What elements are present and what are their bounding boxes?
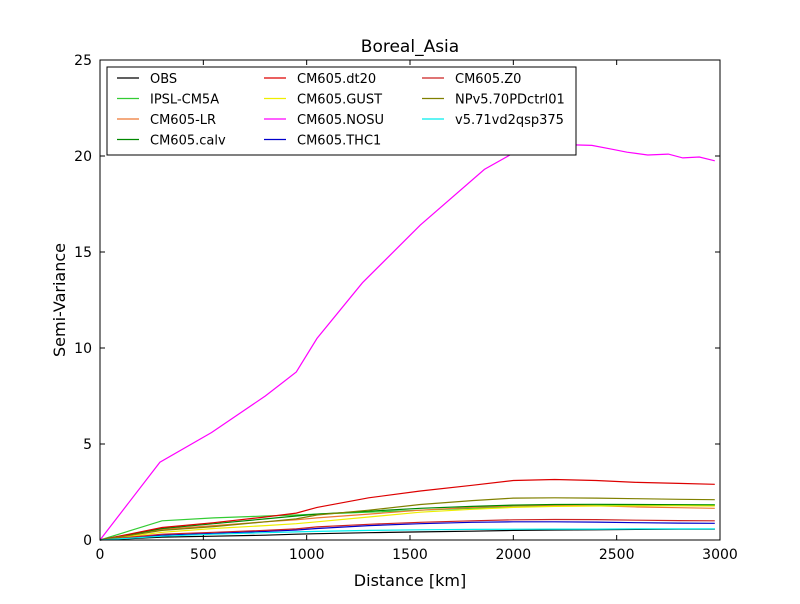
chart-title: Boreal_Asia: [361, 37, 459, 57]
series-line-4: [99, 478, 715, 541]
legend-label-2: CM605-LR: [150, 113, 216, 128]
legend-label-9: NPv5.70PDctrl01: [455, 93, 565, 108]
legend-label-10: v5.71vd2qsp375: [455, 113, 564, 128]
x-tick-label-6: 3000: [702, 547, 738, 563]
series-line-3: [99, 503, 715, 541]
legend-label-8: CM605.Z0: [455, 72, 521, 87]
y-tick-label-0: 0: [83, 533, 92, 549]
x-axis-label: Distance [km]: [354, 571, 466, 590]
y-tick-label-2: 10: [74, 341, 92, 357]
series-lines: [99, 143, 715, 541]
series-line-5: [99, 505, 715, 541]
legend-label-4: CM605.dt20: [297, 72, 376, 87]
y-axis-label: Semi-Variance: [50, 243, 69, 357]
x-tick-label-0: 0: [96, 547, 105, 563]
legend-label-7: CM605.THC1: [297, 134, 381, 149]
x-tick-label-2: 1000: [289, 547, 325, 563]
x-tick-label-3: 1500: [392, 547, 428, 563]
legend-label-6: CM605.NOSU: [297, 113, 384, 128]
series-line-8: [99, 518, 715, 541]
series-line-9: [99, 497, 715, 541]
x-tick-label-5: 2500: [599, 547, 635, 563]
series-line-10: [99, 528, 715, 541]
series-line-2: [99, 504, 715, 541]
y-tick-label-3: 15: [74, 245, 92, 261]
axis-ticks: 0 500 1000 1500 2000 2500 3000 0 5 10 15 20 25: [74, 53, 738, 563]
x-tick-label-1: 500: [190, 547, 217, 563]
legend-label-0: OBS: [150, 72, 177, 87]
legend-box: [106, 66, 577, 156]
y-tick-label-5: 25: [74, 53, 92, 69]
y-tick-label-4: 20: [74, 149, 92, 165]
x-tick-label-4: 2000: [496, 547, 532, 563]
legend-label-3: CM605.calv: [150, 134, 226, 149]
legend-label-1: IPSL-CM5A: [150, 93, 219, 108]
legend: OBS IPSL-CM5A CM605-LR CM605.calv CM605.dt20…: [106, 66, 577, 156]
y-tick-label-1: 5: [83, 437, 92, 453]
legend-label-5: CM605.GUST: [297, 93, 382, 108]
series-line-7: [99, 521, 715, 541]
